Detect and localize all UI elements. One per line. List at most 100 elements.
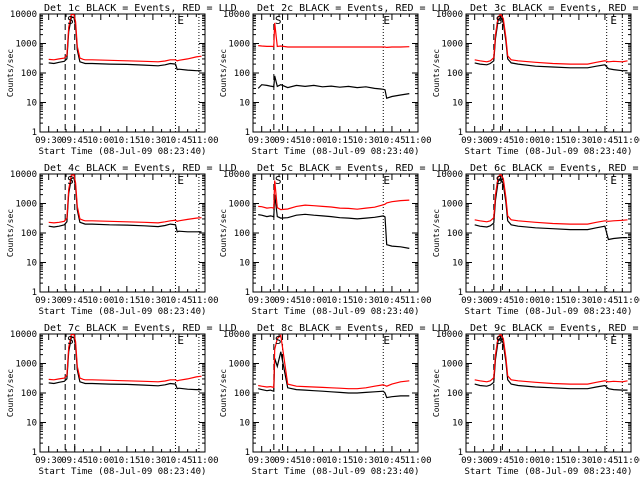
x-tick-label: 09:45 xyxy=(274,296,301,306)
y-tick-label: 1 xyxy=(458,448,463,458)
x-tick-label: 11:00 xyxy=(617,456,640,466)
y-tick-label: 1 xyxy=(245,288,250,298)
lld-series-line xyxy=(48,334,202,383)
y-tick-label: 1000 xyxy=(15,360,37,370)
y-axis-label: Counts/sec xyxy=(219,49,228,97)
x-tick-label: 09:45 xyxy=(61,456,88,466)
y-tick-label: 100 xyxy=(447,69,463,79)
lld-series-line xyxy=(474,334,628,385)
y-tick-label: 10000 xyxy=(436,10,463,20)
plot-frame xyxy=(252,173,419,293)
y-tick-label: 100 xyxy=(234,69,250,79)
x-tick-label: 09:45 xyxy=(274,456,301,466)
x-tick-label: 10:30 xyxy=(565,456,592,466)
panel-title: Det 9c BLACK = Events, RED = LLD xyxy=(470,323,640,334)
x-tick-label: 09:45 xyxy=(61,296,88,306)
y-tick-label: 10 xyxy=(239,419,250,429)
plot-frame xyxy=(252,333,419,453)
x-axis-label: Start Time (08-Jul-09 08:23:40) xyxy=(252,147,420,157)
y-tick-label: 10 xyxy=(452,419,463,429)
x-tick-label: 10:00 xyxy=(87,296,114,306)
x-tick-label: 10:30 xyxy=(352,456,379,466)
y-axis-label: Counts/sec xyxy=(6,49,15,97)
y-tick-label: 1000 xyxy=(441,40,463,50)
x-tick-label: 11:00 xyxy=(617,296,640,306)
x-tick-label: 09:30 xyxy=(35,296,62,306)
y-tick-label: 1 xyxy=(32,288,37,298)
panel-8: Det 8c BLACK = Events, RED = LLD 1 10 100 10… xyxy=(219,323,450,477)
panel-1: Det 1c BLACK = Events, RED = LLD 1 10 100 10… xyxy=(6,3,237,157)
y-tick-label: 100 xyxy=(21,389,37,399)
panel-3: Det 3c BLACK = Events, RED = LLD 1 10 100 10… xyxy=(432,3,640,157)
panel-title: Det 3c BLACK = Events, RED = LLD xyxy=(470,3,640,14)
lld-series-line xyxy=(258,334,410,390)
y-tick-label: 100 xyxy=(234,229,250,239)
x-tick-label: 09:30 xyxy=(35,136,62,146)
events-series-line xyxy=(474,336,628,391)
panel-title: Det 5c BLACK = Events, RED = LLD xyxy=(257,163,450,174)
x-tick-label: 09:45 xyxy=(487,456,514,466)
x-tick-label: 09:45 xyxy=(61,136,88,146)
x-tick-label: 10:45 xyxy=(165,136,192,146)
y-tick-label: 10000 xyxy=(10,10,37,20)
y-tick-label: 1 xyxy=(245,448,250,458)
x-tick-label: 10:00 xyxy=(300,456,327,466)
y-tick-label: 1 xyxy=(32,128,37,138)
lld-series-line xyxy=(48,174,202,224)
events-series-line xyxy=(258,194,410,249)
y-tick-label: 10 xyxy=(239,99,250,109)
x-tick-label: 09:30 xyxy=(35,456,62,466)
y-tick-label: 10 xyxy=(26,259,37,269)
x-tick-label: 10:15 xyxy=(539,296,566,306)
x-tick-label: 10:15 xyxy=(539,456,566,466)
x-tick-label: 11:00 xyxy=(404,136,431,146)
x-axis-label: Start Time (08-Jul-09 08:23:40) xyxy=(465,467,633,477)
plot-frame xyxy=(465,333,632,453)
x-axis-label: Start Time (08-Jul-09 08:23:40) xyxy=(252,307,420,317)
y-tick-label: 1000 xyxy=(15,200,37,210)
y-tick-label: 10000 xyxy=(10,330,37,340)
end-marker: E xyxy=(383,14,390,27)
x-tick-label: 10:15 xyxy=(539,136,566,146)
lld-series-line xyxy=(474,14,628,65)
x-tick-label: 10:45 xyxy=(591,456,618,466)
y-axis-label: Counts/sec xyxy=(432,209,441,257)
panel-5: Det 5c BLACK = Events, RED = LLD 1 10 100 10… xyxy=(219,163,450,317)
x-tick-label: 11:00 xyxy=(191,296,218,306)
start-marker: S xyxy=(67,14,74,27)
end-marker: E xyxy=(177,174,184,187)
x-tick-label: 10:30 xyxy=(139,456,166,466)
x-tick-label: 11:00 xyxy=(404,296,431,306)
x-tick-label: 09:45 xyxy=(487,296,514,306)
y-tick-label: 1000 xyxy=(228,360,250,370)
y-tick-label: 1000 xyxy=(441,200,463,210)
x-tick-label: 09:45 xyxy=(487,136,514,146)
events-series-line xyxy=(474,15,628,72)
panel-title: Det 4c BLACK = Events, RED = LLD xyxy=(44,163,237,174)
y-tick-label: 100 xyxy=(234,389,250,399)
events-series-line xyxy=(474,176,628,241)
y-axis-label: Counts/sec xyxy=(6,369,15,417)
x-axis-label: Start Time (08-Jul-09 08:23:40) xyxy=(465,147,633,157)
x-tick-label: 10:30 xyxy=(352,136,379,146)
x-tick-label: 09:30 xyxy=(248,296,275,306)
x-tick-label: 11:00 xyxy=(617,136,640,146)
y-tick-label: 1 xyxy=(458,128,463,138)
x-tick-label: 10:00 xyxy=(513,456,540,466)
x-tick-label: 09:30 xyxy=(461,136,488,146)
panel-2: Det 2c BLACK = Events, RED = LLD 1 10 100 10… xyxy=(219,3,450,157)
lld-series-line xyxy=(474,174,628,225)
plot-frame xyxy=(252,13,419,133)
x-tick-label: 10:15 xyxy=(326,456,353,466)
y-tick-label: 10000 xyxy=(223,10,250,20)
panel-title: Det 6c BLACK = Events, RED = LLD xyxy=(470,163,640,174)
x-tick-label: 11:00 xyxy=(191,456,218,466)
y-tick-label: 10000 xyxy=(436,170,463,180)
y-tick-label: 1000 xyxy=(228,200,250,210)
x-axis-label: Start Time (08-Jul-09 08:23:40) xyxy=(465,307,633,317)
end-marker: E xyxy=(177,14,184,27)
x-tick-label: 11:00 xyxy=(404,456,431,466)
y-tick-label: 10 xyxy=(452,99,463,109)
x-tick-label: 09:30 xyxy=(248,456,275,466)
